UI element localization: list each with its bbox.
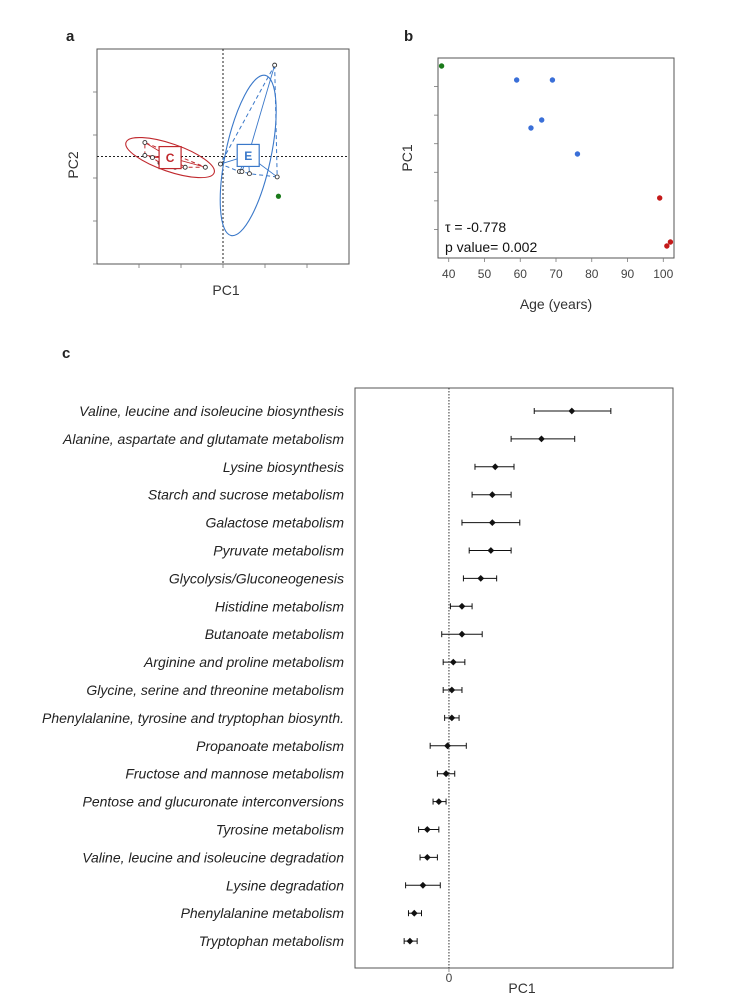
pathway-estimate-point [442, 770, 450, 778]
pathway-label: Arginine and proline metabolism [143, 654, 344, 670]
pathway-estimate-point [458, 630, 466, 638]
pathway-label: Pyruvate metabolism [213, 543, 344, 559]
pathway-estimate-point [491, 463, 499, 471]
panel-c-x-tick-label: 0 [446, 971, 453, 985]
panel-a-green-point [275, 193, 282, 199]
pathway-label: Valine, leucine and isoleucine biosynthe… [79, 403, 344, 419]
panel-b-point [438, 63, 445, 69]
pathway-label: Butanoate metabolism [205, 626, 345, 642]
panel-label-b: b [404, 28, 414, 45]
pathway-label: Histidine metabolism [215, 598, 344, 614]
group-c-point [182, 164, 188, 170]
panel-b-point [574, 151, 581, 157]
pathway-label: Phenylalanine, tyrosine and tryptophan b… [42, 710, 344, 726]
panel-a-x-axis-title: PC1 [212, 282, 239, 298]
group-e-point [218, 161, 223, 167]
panel-b-x-tick-label: 100 [653, 267, 673, 281]
pathway-label: Lysine biosynthesis [223, 459, 344, 475]
pathway-estimate-point [449, 658, 457, 666]
group-e-point [274, 174, 280, 180]
pathway-estimate-point [444, 742, 451, 750]
panel-b-x-tick-label: 90 [621, 267, 635, 281]
group-e-point [272, 62, 278, 68]
pathway-label: Fructose and mannose metabolism [125, 766, 344, 782]
pathway-estimate-point [410, 909, 418, 917]
panel-b-x-axis-title: Age (years) [520, 296, 592, 312]
pathway-estimate-point [448, 686, 456, 694]
panel-b-x-tick-label: 60 [514, 267, 528, 281]
pathway-estimate-point [423, 854, 431, 861]
pathway-estimate-point [419, 881, 427, 889]
pathway-estimate-point [458, 602, 466, 610]
panel-b-point [667, 239, 674, 245]
panel-b-pvalue-annotation: p value= 0.002 [445, 239, 537, 255]
pathway-estimate-point [538, 435, 545, 443]
pathway-label: Valine, leucine and isoleucine degradati… [82, 849, 344, 865]
panel-b-x-tick-label: 40 [442, 267, 456, 281]
pathway-estimate-point [568, 407, 576, 415]
pathway-estimate-point [423, 826, 431, 833]
panel-label-c: c [62, 345, 71, 362]
pathway-estimate-point [435, 798, 443, 805]
group-e-point [239, 169, 245, 175]
group-c-point [149, 155, 155, 161]
panel-b-x-tick-label: 80 [585, 267, 599, 281]
panel-b-point [664, 243, 670, 249]
group-c-point [142, 152, 148, 158]
group-c-label: C [166, 151, 175, 165]
pathway-label: Phenylalanine metabolism [181, 905, 345, 921]
group-e-label-box [236, 143, 260, 168]
panel-b-x-tick-label: 70 [549, 267, 563, 281]
panel-b-point [538, 117, 545, 123]
pathway-label: Tyrosine metabolism [216, 822, 344, 838]
group-c-point [142, 140, 148, 145]
pathway-label: Pentose and glucuronate interconversions [82, 794, 344, 810]
pathway-estimate-point [487, 547, 495, 554]
panel-a-y-axis-title: PC2 [65, 151, 81, 178]
group-e-point [247, 171, 252, 177]
group-c-ellipse [125, 136, 215, 179]
pathway-estimate-point [477, 575, 485, 582]
pathway-estimate-point [448, 714, 456, 722]
pathway-label: Starch and sucrose metabolism [148, 487, 344, 503]
group-c-label-box [158, 145, 182, 170]
panel-b-tau-annotation: τ = -0.778 [445, 219, 506, 235]
group-e-label: E [244, 149, 252, 163]
panel-label-a: a [66, 28, 75, 45]
pathway-estimate-point [488, 491, 496, 499]
pathway-label: Propanoate metabolism [196, 738, 344, 754]
panel-b-point [513, 77, 520, 83]
panel-b-x-tick-label: 50 [478, 267, 492, 281]
panel-c-x-axis-title: PC1 [508, 980, 535, 996]
pathway-label: Alanine, aspartate and glutamate metabol… [62, 431, 344, 447]
pathway-label: Glycolysis/Gluconeogenesis [169, 570, 344, 586]
pathway-label: Glycine, serine and threonine metabolism [86, 682, 344, 698]
panel-b-y-axis-title: PC1 [399, 144, 415, 171]
group-e-ellipse [219, 74, 277, 237]
panel-c-frame [354, 387, 674, 969]
pathway-estimate-point [488, 519, 496, 526]
pathway-estimate-point [406, 937, 414, 945]
panel-b-point [656, 195, 663, 201]
pathway-label: Galactose metabolism [205, 515, 344, 531]
pathway-label: Tryptophan metabolism [199, 933, 345, 949]
pathway-label: Lysine degradation [226, 877, 344, 893]
group-e-spoke [247, 64, 276, 156]
panel-b-point [549, 77, 556, 83]
group-c-point [202, 164, 208, 170]
panel-b-point [528, 125, 534, 131]
